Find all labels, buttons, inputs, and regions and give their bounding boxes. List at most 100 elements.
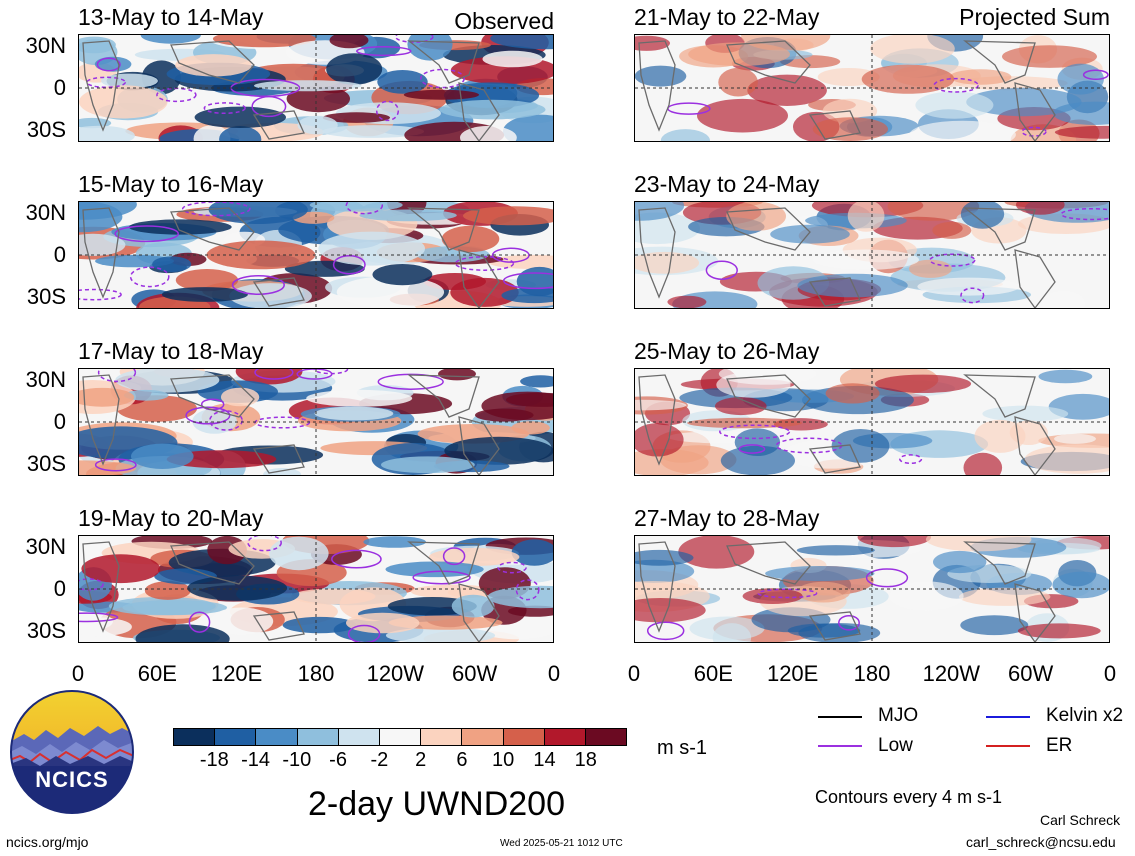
wind-anomaly-blob <box>123 389 169 401</box>
wind-anomaly-blob <box>377 70 428 94</box>
contour-line <box>296 369 333 380</box>
lat-label: 0 <box>53 242 66 267</box>
wind-anomaly-blob <box>220 387 260 407</box>
wind-anomaly-blob <box>175 269 239 292</box>
wind-anomaly-blob <box>161 287 248 302</box>
continent-outline <box>407 40 480 84</box>
wind-anomaly-blob <box>1024 444 1109 474</box>
panel-title-left-2: 15-May to 16-May <box>78 171 264 197</box>
lon-label: 120E <box>210 661 263 686</box>
legend-label-er: ER <box>1046 735 1073 756</box>
map-panel-left-1 <box>78 34 554 142</box>
continent-outline <box>458 416 500 475</box>
continent-outline <box>252 444 305 474</box>
contour-line <box>705 260 738 280</box>
wind-anomaly-blob <box>925 536 1032 552</box>
wind-anomaly-blob <box>269 536 329 571</box>
wind-anomaly-blob <box>1054 433 1096 444</box>
wind-anomaly-blob <box>1041 290 1086 308</box>
wind-anomaly-blob <box>1054 125 1109 139</box>
map-panel-left-4 <box>78 535 554 643</box>
wind-anomaly-blob <box>718 67 758 97</box>
main-title: 2-day UWND200 <box>308 785 565 823</box>
wind-anomaly-blob <box>439 99 546 120</box>
legend-line-kelvin <box>986 716 1030 718</box>
contour-line <box>86 76 127 89</box>
continent-outline <box>638 207 676 299</box>
continent-outline <box>638 374 676 466</box>
wind-anomaly-blob <box>314 406 394 421</box>
lon-label: 0 <box>627 661 641 686</box>
wind-anomaly-blob <box>887 202 980 221</box>
lat-label: 30N <box>25 534 66 559</box>
wind-anomaly-blob <box>982 405 1069 422</box>
wind-anomaly-blob <box>874 374 972 393</box>
map-panel-right-4 <box>634 535 1110 643</box>
wind-anomaly-blob <box>1002 45 1097 68</box>
wind-anomaly-blob <box>81 554 161 584</box>
continent-outline <box>252 110 305 140</box>
wind-anomaly-blob <box>796 545 875 556</box>
wind-anomaly-blob <box>1017 623 1101 639</box>
wind-anomaly-blob <box>765 566 875 581</box>
wind-anomaly-blob <box>128 219 232 235</box>
wind-anomaly-blob <box>712 623 752 642</box>
colorbar-swatch <box>174 729 216 745</box>
contour-line <box>114 225 179 243</box>
wind-anomaly-blob <box>797 273 908 298</box>
colorbar-swatch <box>544 729 586 745</box>
contour-line <box>394 35 434 43</box>
wind-anomaly-blob <box>79 125 135 141</box>
footer-timestamp: Wed 2025-05-21 1012 UTC <box>500 838 623 849</box>
wind-anomaly-blob <box>318 231 425 266</box>
contour-line <box>129 266 170 288</box>
lat-label: 0 <box>53 576 66 601</box>
contour-line <box>1021 126 1047 137</box>
legend-label-kelvin: Kelvin x2 <box>1046 705 1124 726</box>
wind-anomaly-blob <box>909 120 1016 141</box>
continent-outline <box>808 110 861 140</box>
wind-anomaly-blob <box>687 417 803 429</box>
colorbar-swatch <box>585 729 627 745</box>
contour-line <box>899 454 923 465</box>
continent-outline <box>726 374 811 418</box>
wind-anomaly-blob <box>438 369 476 381</box>
wind-anomaly-blob <box>511 539 553 566</box>
wind-anomaly-blob <box>1057 63 1104 95</box>
wind-anomaly-blob <box>403 89 479 100</box>
lat-label: 30S <box>26 117 66 142</box>
lon-label: 120W <box>922 661 981 686</box>
wind-anomaly-blob <box>187 575 288 601</box>
wind-anomaly-blob <box>254 80 362 92</box>
contour-line <box>97 369 137 383</box>
panel-title-right-3: 25-May to 26-May <box>634 338 820 364</box>
wind-anomaly-blob <box>309 202 403 212</box>
wind-anomaly-blob <box>329 35 369 49</box>
wind-anomaly-blob <box>144 581 191 600</box>
contour-line <box>254 369 294 380</box>
wind-anomaly-blob <box>1052 571 1109 599</box>
continent-outline <box>963 207 1036 251</box>
wind-anomaly-blob <box>385 627 496 642</box>
contour-line <box>332 254 366 275</box>
wind-anomaly-blob <box>192 408 237 434</box>
wind-anomaly-blob <box>363 536 427 548</box>
continent-outline <box>82 541 120 633</box>
wind-anomaly-blob <box>678 536 755 569</box>
observed-label: Observed <box>454 8 554 34</box>
wind-anomaly-blob <box>94 56 132 72</box>
lat-label: 0 <box>53 409 66 434</box>
continent-outline <box>963 374 1036 418</box>
contour-line <box>719 424 791 440</box>
contour-note: Contours every 4 m s-1 <box>815 787 1003 807</box>
continent-outline <box>252 277 305 307</box>
wind-anomaly-blob <box>635 559 695 583</box>
wind-field-map <box>79 202 553 308</box>
wind-anomaly-blob <box>115 369 220 393</box>
wind-anomaly-blob <box>812 117 888 141</box>
lon-label: 0 <box>1103 661 1117 686</box>
wind-anomaly-blob <box>208 202 308 224</box>
map-panel-left-2 <box>78 201 554 309</box>
continent-outline <box>808 611 861 641</box>
wind-anomaly-blob <box>322 112 390 123</box>
